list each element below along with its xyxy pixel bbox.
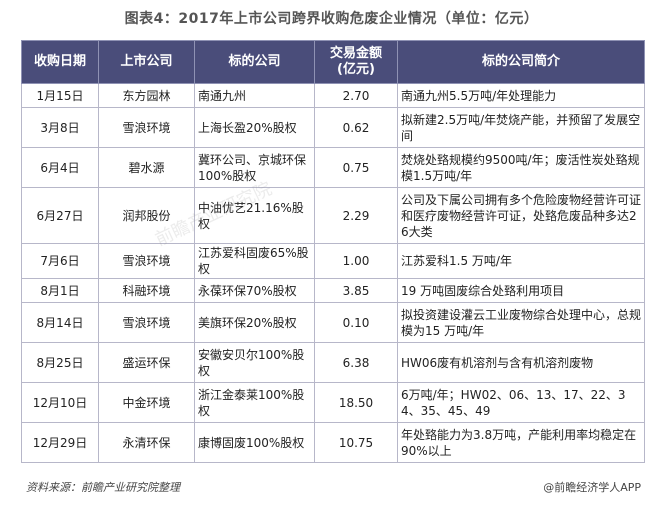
header-amount: 交易金额 (亿元) — [314, 40, 398, 84]
acquisition-table: 收购日期 上市公司 标的公司 交易金额 (亿元) 标的公司简介 1月15日 东方园… — [21, 40, 645, 463]
row-amount: 2.70 — [314, 83, 398, 108]
row-target-intro: 焚烧处臵规模约9500吨/年；废活性炭处臵规模1.5万吨/年 — [397, 147, 645, 188]
table-row: 12月10日 中金环境 浙江金泰莱100%股权 18.50 6万吨/年；HW02、06、… — [21, 382, 645, 423]
footer-credit: @前瞻经济学人APP — [543, 481, 641, 494]
row-amount: 3.85 — [314, 278, 398, 303]
row-date: 12月29日 — [21, 422, 99, 463]
row-listed-company: 东方园林 — [98, 83, 195, 108]
footer-source: 资料来源：前瞻产业研究院整理 — [26, 481, 180, 494]
row-date: 12月10日 — [21, 382, 99, 423]
header-date: 收购日期 — [21, 40, 99, 84]
row-target-intro: 公司及下属公司拥有多个危险废物经营许可证和医疗废物经营许可证，处臵危废品种多达2… — [397, 187, 645, 244]
row-listed-company: 润邦股份 — [98, 187, 195, 244]
row-target-company: 安徽安贝尔100%股权 — [194, 342, 315, 383]
row-target-company: 中油优艺21.16%股权 — [194, 187, 315, 244]
row-listed-company: 盛运环保 — [98, 342, 195, 383]
row-target-company: 南通九州 — [194, 83, 315, 108]
chart-title: 图表4：2017年上市公司跨界收购危废企业情况（单位：亿元） — [124, 11, 539, 27]
table-row: 8月14日 雪浪环境 美旗环保20%股权 0.10 拟投资建设灌云工业废物综合处理中心，… — [21, 302, 645, 343]
row-date: 8月14日 — [21, 302, 99, 343]
header-target-intro: 标的公司简介 — [397, 40, 645, 84]
row-amount: 0.10 — [314, 302, 398, 343]
row-listed-company: 雪浪环境 — [98, 243, 195, 279]
row-target-company: 上海长盈20%股权 — [194, 107, 315, 148]
table-row: 7月6日 雪浪环境 江苏爱科固废65%股权 1.00 江苏爱科1.5 万吨/年 — [21, 243, 645, 279]
row-target-company: 永葆环保70%股权 — [194, 278, 315, 303]
row-date: 1月15日 — [21, 83, 99, 108]
row-listed-company: 雪浪环境 — [98, 107, 195, 148]
table-header-row: 收购日期 上市公司 标的公司 交易金额 (亿元) 标的公司简介 — [21, 40, 645, 84]
row-target-company: 冀环公司、京城环保100%股权 — [194, 147, 315, 188]
row-target-intro: 拟投资建设灌云工业废物综合处理中心，总规模为15 万吨/年 — [397, 302, 645, 343]
row-listed-company: 永清环保 — [98, 422, 195, 463]
row-amount: 0.62 — [314, 107, 398, 148]
row-date: 3月8日 — [21, 107, 99, 148]
table-row: 8月25日 盛运环保 安徽安贝尔100%股权 6.38 HW06废有机溶剂与含有机溶剂废… — [21, 342, 645, 383]
table-row: 8月1日 科融环境 永葆环保70%股权 3.85 19 万吨固废综合处臵利用项目 — [21, 278, 645, 303]
row-amount: 0.75 — [314, 147, 398, 188]
row-target-intro: 年处臵能力为3.8万吨，产能利用率均稳定在90%以上 — [397, 422, 645, 463]
row-amount: 10.75 — [314, 422, 398, 463]
row-date: 7月6日 — [21, 243, 99, 279]
row-target-intro: 江苏爱科1.5 万吨/年 — [397, 243, 645, 279]
table-row: 6月27日 润邦股份 中油优艺21.16%股权 2.29 公司及下属公司拥有多个危险废物… — [21, 187, 645, 244]
table-row: 1月15日 东方园林 南通九州 2.70 南通九州5.5万吨/年处理能力 — [21, 83, 645, 108]
row-amount: 18.50 — [314, 382, 398, 423]
row-amount: 2.29 — [314, 187, 398, 244]
row-listed-company: 碧水源 — [98, 147, 195, 188]
header-target-company: 标的公司 — [194, 40, 315, 84]
row-listed-company: 科融环境 — [98, 278, 195, 303]
table-row: 12月29日 永清环保 康博固废100%股权 10.75 年处臵能力为3.8万吨，产能利… — [21, 422, 645, 463]
row-target-intro: 拟新建2.5万吨/年焚烧产能，并预留了发展空间 — [397, 107, 645, 148]
row-target-intro: HW06废有机溶剂与含有机溶剂废物 — [397, 342, 645, 383]
acquisition-table-wrap: 收购日期 上市公司 标的公司 交易金额 (亿元) 标的公司简介 1月15日 东方园… — [21, 40, 645, 463]
row-target-intro: 6万吨/年；HW02、06、13、17、22、34、35、45、49 — [397, 382, 645, 423]
row-target-company: 浙江金泰莱100%股权 — [194, 382, 315, 423]
row-target-company: 美旗环保20%股权 — [194, 302, 315, 343]
row-listed-company: 雪浪环境 — [98, 302, 195, 343]
row-amount: 1.00 — [314, 243, 398, 279]
row-date: 6月27日 — [21, 187, 99, 244]
row-date: 8月25日 — [21, 342, 99, 383]
table-row: 6月4日 碧水源 冀环公司、京城环保100%股权 0.75 焚烧处臵规模约9500吨/年… — [21, 147, 645, 188]
row-date: 8月1日 — [21, 278, 99, 303]
row-amount: 6.38 — [314, 342, 398, 383]
header-listed-company: 上市公司 — [98, 40, 195, 84]
row-date: 6月4日 — [21, 147, 99, 188]
row-target-company: 江苏爱科固废65%股权 — [194, 243, 315, 279]
row-target-company: 康博固废100%股权 — [194, 422, 315, 463]
row-target-intro: 19 万吨固废综合处臵利用项目 — [397, 278, 645, 303]
row-listed-company: 中金环境 — [98, 382, 195, 423]
row-target-intro: 南通九州5.5万吨/年处理能力 — [397, 83, 645, 108]
table-row: 3月8日 雪浪环境 上海长盈20%股权 0.62 拟新建2.5万吨/年焚烧产能，并预留了… — [21, 107, 645, 148]
